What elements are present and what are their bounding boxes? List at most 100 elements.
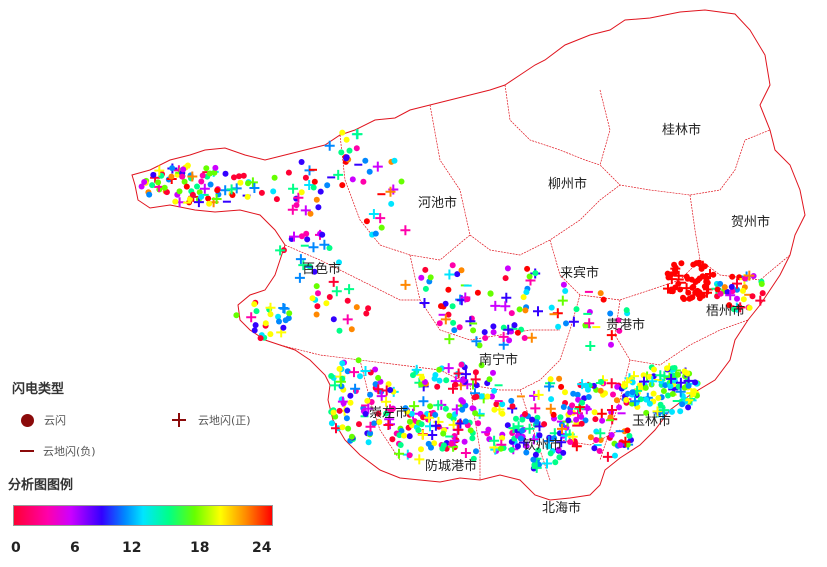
strike-positive-plus: [681, 283, 692, 294]
strike-cloud-dot: [519, 416, 526, 423]
strike-cloud-dot: [617, 442, 624, 449]
strike-cloud-dot: [364, 397, 371, 404]
strike-cloud-dot: [533, 418, 540, 425]
strike-cloud-dot: [629, 379, 636, 386]
strike-cloud-dot: [267, 331, 274, 338]
strike-positive-plus: [639, 376, 649, 387]
strike-cloud-dot: [304, 236, 311, 243]
strike-cloud-dot: [650, 390, 657, 397]
strike-cloud-dot: [591, 409, 598, 416]
strike-cloud-dot: [724, 289, 731, 295]
strike-cloud-dot: [734, 295, 740, 302]
strike-cloud-dot: [236, 173, 242, 180]
strike-cloud-dot: [360, 178, 367, 185]
city-labels: 桂林市 柳州市 河池市 贺州市 来宾市 百色市 梧州市 贵港市 南宁市 崇左市 …: [302, 122, 770, 516]
strike-cloud-dot: [573, 416, 580, 423]
strike-cloud-dot: [499, 435, 506, 441]
strike-positive-plus: [187, 171, 198, 182]
strike-cloud-dot: [307, 210, 314, 217]
strike-cloud-dot: [556, 375, 563, 382]
strike-cloud-dot: [418, 421, 425, 428]
strike-cloud-dot: [578, 413, 585, 420]
strike-cloud-dot: [356, 421, 362, 428]
city-label-baise: 百色市: [302, 261, 341, 277]
strike-cloud-dot: [487, 290, 494, 297]
strike-positive-plus: [673, 270, 684, 281]
strike-cloud-dot: [615, 317, 622, 324]
strike-cloud-dot: [758, 281, 765, 287]
strike-cloud-dot: [206, 170, 213, 177]
strike-cloud-dot: [449, 303, 456, 310]
strike-positive-plus: [460, 448, 471, 458]
strike-cloud-dot: [585, 386, 591, 393]
strike-cloud-dot: [372, 366, 379, 373]
strike-cloud-dot: [186, 196, 193, 203]
strike-cloud-dot: [669, 365, 676, 372]
strike-positive-plus: [470, 374, 481, 385]
strike-cloud-dot: [607, 310, 614, 317]
strike-cloud-dot: [311, 268, 318, 275]
strike-cloud-dot: [439, 445, 446, 452]
strike-cloud-dot: [742, 275, 748, 282]
strike-cloud-dot: [336, 259, 342, 266]
strike-cloud-dot: [276, 318, 282, 325]
strike-cloud-dot: [462, 418, 469, 425]
strike-cloud-dot: [367, 391, 374, 398]
strike-cloud-dot: [253, 308, 260, 315]
strike-positive-plus: [443, 363, 454, 374]
strike-positive-plus: [409, 401, 420, 412]
strike-positive-plus: [430, 420, 441, 431]
strike-positive-plus: [411, 364, 422, 375]
strike-cloud-dot: [313, 311, 320, 318]
strike-cloud-dot: [298, 159, 305, 165]
strike-positive-plus: [584, 318, 595, 329]
strike-cloud-dot: [285, 169, 292, 176]
strike-positive-plus: [444, 334, 455, 345]
strike-positive-plus: [373, 384, 384, 395]
strike-positive-plus: [471, 336, 482, 347]
strike-cloud-dot: [685, 404, 692, 411]
strike-cloud-dot: [574, 391, 581, 398]
city-label-wuzhou: 梧州市: [706, 303, 745, 319]
strike-positive-plus: [501, 292, 512, 303]
strike-cloud-dot: [365, 439, 372, 446]
strike-cloud-dot: [592, 416, 599, 423]
strike-cloud-dot: [410, 372, 416, 379]
strike-positive-plus: [383, 420, 394, 430]
strike-cloud-dot: [251, 327, 258, 334]
strike-cloud-dot: [698, 264, 705, 271]
strike-positive-plus: [725, 290, 736, 301]
strike-cloud-dot: [273, 196, 280, 203]
strike-cloud-dot: [328, 373, 335, 379]
strike-cloud-dot: [567, 439, 574, 445]
strike-cloud-dot: [422, 285, 429, 292]
strike-positive-plus: [154, 165, 165, 176]
strike-positive-plus: [659, 371, 670, 382]
strike-positive-plus: [585, 341, 596, 351]
strike-cloud-dot: [326, 294, 333, 300]
strike-cloud-dot: [475, 420, 482, 427]
city-label-qinzhou: 钦州市: [523, 437, 562, 453]
strike-cloud-dot: [646, 400, 653, 407]
strike-cloud-dot: [740, 296, 747, 303]
strike-positive-plus: [630, 396, 640, 407]
strike-positive-plus: [265, 302, 276, 313]
strike-positive-plus: [460, 369, 471, 380]
scale-tick-12: 12: [122, 540, 142, 556]
strike-cloud-dot: [669, 391, 676, 397]
strike-cloud-dot: [610, 391, 616, 398]
strike-positive-plus: [573, 408, 583, 419]
strike-cloud-dot: [336, 327, 343, 334]
strike-cloud-dot: [522, 307, 529, 314]
strike-positive-plus: [524, 423, 535, 434]
strike-cloud-dot: [665, 274, 672, 281]
strike-cloud-dot: [552, 459, 559, 466]
strike-cloud-dot: [371, 420, 378, 427]
strike-positive-plus: [375, 213, 386, 224]
strike-cloud-dot: [600, 296, 607, 303]
strike-cloud-dot: [362, 411, 369, 417]
strike-cloud-dot: [338, 149, 345, 156]
strike-cloud-dot: [205, 195, 212, 202]
strike-positive-plus: [333, 169, 344, 180]
strike-cloud-dot: [298, 189, 305, 196]
